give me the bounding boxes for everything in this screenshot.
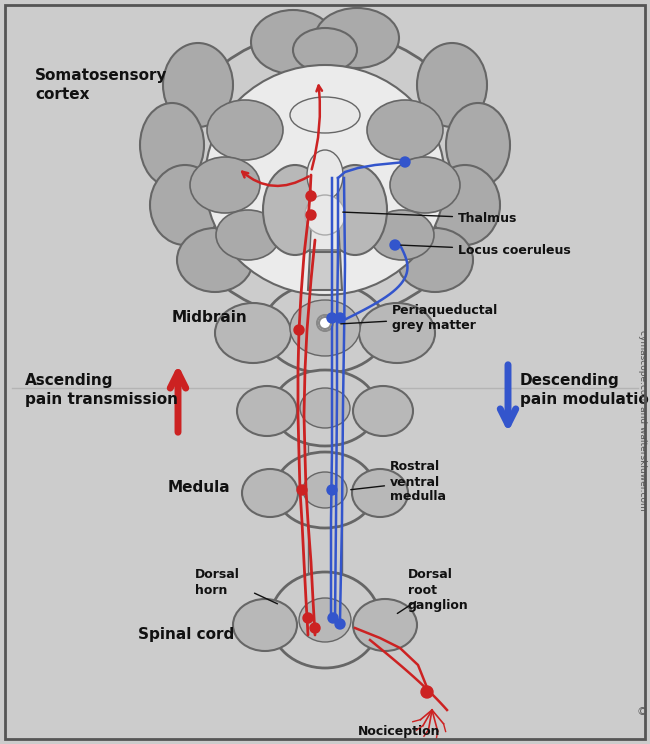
Ellipse shape bbox=[275, 452, 375, 528]
Ellipse shape bbox=[417, 43, 487, 127]
Circle shape bbox=[294, 325, 304, 335]
Text: ©: © bbox=[636, 707, 647, 717]
Circle shape bbox=[306, 191, 316, 201]
Ellipse shape bbox=[397, 228, 473, 292]
Circle shape bbox=[319, 317, 331, 329]
Ellipse shape bbox=[215, 303, 291, 363]
Ellipse shape bbox=[370, 210, 434, 260]
Ellipse shape bbox=[163, 43, 233, 127]
Polygon shape bbox=[310, 155, 340, 250]
Ellipse shape bbox=[177, 228, 253, 292]
Ellipse shape bbox=[167, 30, 483, 320]
Text: Locus coeruleus: Locus coeruleus bbox=[401, 243, 571, 257]
Circle shape bbox=[303, 613, 313, 623]
Polygon shape bbox=[308, 252, 342, 290]
Ellipse shape bbox=[205, 65, 445, 295]
Ellipse shape bbox=[216, 210, 280, 260]
Ellipse shape bbox=[299, 598, 351, 642]
Text: Somatosensory
cortex: Somatosensory cortex bbox=[35, 68, 168, 102]
Ellipse shape bbox=[359, 303, 435, 363]
Ellipse shape bbox=[353, 599, 417, 651]
Ellipse shape bbox=[353, 386, 413, 436]
Ellipse shape bbox=[290, 300, 360, 356]
Text: Thalmus: Thalmus bbox=[343, 211, 517, 225]
Ellipse shape bbox=[190, 157, 260, 213]
Circle shape bbox=[327, 485, 337, 495]
Text: Nociception: Nociception bbox=[358, 725, 441, 739]
Ellipse shape bbox=[323, 165, 387, 255]
Ellipse shape bbox=[273, 370, 377, 446]
Ellipse shape bbox=[207, 100, 283, 160]
Text: Dorsal
root
ganglion: Dorsal root ganglion bbox=[408, 568, 469, 612]
Ellipse shape bbox=[430, 165, 500, 245]
Polygon shape bbox=[305, 288, 345, 295]
Ellipse shape bbox=[352, 469, 408, 517]
Ellipse shape bbox=[300, 388, 350, 428]
Polygon shape bbox=[307, 368, 343, 382]
Text: cymascope.com and walterskluwer.com: cymascope.com and walterskluwer.com bbox=[638, 330, 647, 510]
Circle shape bbox=[335, 619, 345, 629]
Circle shape bbox=[317, 315, 333, 331]
Ellipse shape bbox=[140, 103, 204, 187]
Ellipse shape bbox=[150, 165, 220, 245]
Text: Dorsal
horn: Dorsal horn bbox=[195, 568, 240, 597]
Circle shape bbox=[327, 313, 337, 323]
Circle shape bbox=[328, 613, 338, 623]
Ellipse shape bbox=[307, 150, 343, 200]
Circle shape bbox=[400, 157, 410, 167]
Ellipse shape bbox=[390, 157, 460, 213]
Circle shape bbox=[306, 210, 316, 220]
Ellipse shape bbox=[315, 8, 399, 68]
Text: Ascending
pain transmission: Ascending pain transmission bbox=[25, 373, 178, 407]
Text: Periaqueductal
grey matter: Periaqueductal grey matter bbox=[341, 304, 499, 332]
Text: Rostral
ventral
medulla: Rostral ventral medulla bbox=[351, 461, 446, 504]
Ellipse shape bbox=[303, 472, 347, 508]
Ellipse shape bbox=[290, 97, 360, 133]
Circle shape bbox=[390, 240, 400, 250]
Ellipse shape bbox=[446, 103, 510, 187]
Circle shape bbox=[310, 623, 320, 633]
Ellipse shape bbox=[233, 599, 297, 651]
Ellipse shape bbox=[263, 165, 327, 255]
Circle shape bbox=[335, 313, 345, 323]
Text: Spinal cord: Spinal cord bbox=[138, 627, 234, 643]
Text: Descending
pain modulation: Descending pain modulation bbox=[520, 373, 650, 407]
Polygon shape bbox=[308, 522, 342, 578]
Circle shape bbox=[297, 485, 307, 495]
Ellipse shape bbox=[242, 469, 298, 517]
Ellipse shape bbox=[305, 195, 345, 235]
Text: Medula: Medula bbox=[168, 481, 231, 496]
Polygon shape bbox=[307, 382, 343, 395]
Circle shape bbox=[421, 686, 433, 698]
Ellipse shape bbox=[367, 100, 443, 160]
Ellipse shape bbox=[263, 283, 387, 373]
Ellipse shape bbox=[237, 386, 297, 436]
Ellipse shape bbox=[293, 28, 357, 72]
Ellipse shape bbox=[251, 10, 335, 74]
Text: Midbrain: Midbrain bbox=[172, 310, 248, 326]
Ellipse shape bbox=[270, 572, 380, 668]
Polygon shape bbox=[308, 440, 342, 462]
